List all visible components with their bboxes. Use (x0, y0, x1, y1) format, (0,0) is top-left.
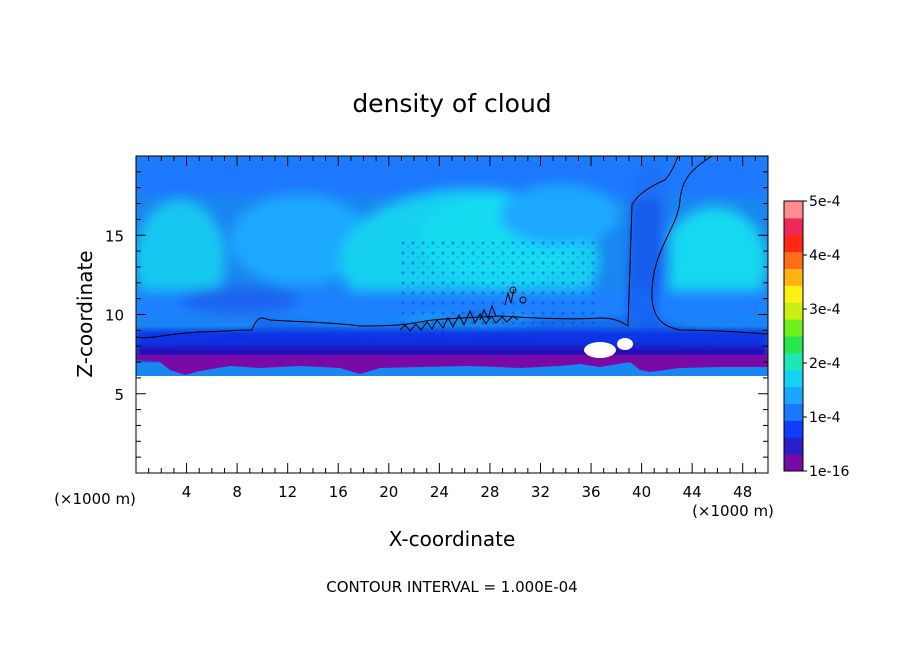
x-unit-label-right: (×1000 m) (692, 502, 774, 520)
field-base-layer (136, 355, 768, 375)
x-unit-label-left: (×1000 m) (54, 490, 136, 508)
colorbar-swatch (784, 420, 803, 438)
colorbar-labels: 1e-16 1e-4 2e-4 3e-4 4e-4 5e-4 (803, 194, 849, 480)
colorbar-swatch (784, 386, 803, 404)
x-tick-label: 20 (379, 483, 398, 501)
colorbar-label: 5e-4 (809, 194, 841, 210)
contour-squiggles (399, 286, 527, 332)
x-axis-title: X-coordinate (389, 527, 516, 551)
colorbar-swatch (784, 268, 803, 286)
colorbar-swatch (784, 201, 803, 219)
x-tick-label: 12 (278, 483, 297, 501)
y-tick-label: 10 (105, 307, 124, 325)
x-tick-label: 4 (182, 483, 192, 501)
colorbar-swatch (784, 336, 803, 354)
x-tick-label: 40 (632, 483, 651, 501)
x-tick-label: 32 (531, 483, 550, 501)
x-axis: 4 8 12 16 20 24 28 32 36 40 44 48 (148, 156, 756, 501)
colorbar-swatch (784, 285, 803, 303)
x-tick-label: 16 (329, 483, 348, 501)
contour-line (136, 156, 679, 339)
x-tick-label: 36 (581, 483, 600, 501)
colorbar-frame (783, 200, 804, 472)
colorbar-swatch (784, 454, 803, 472)
colorbar-swatch (784, 251, 803, 269)
density-field (136, 156, 768, 473)
y-tick-label: 15 (105, 227, 124, 245)
colorbar-swatch (784, 217, 803, 236)
colorbar-label: 4e-4 (809, 248, 841, 264)
colorbar-swatch (784, 234, 803, 253)
colorbar-label: 3e-4 (809, 302, 841, 318)
y-tick-label: 5 (114, 386, 124, 404)
contour-interval-note: CONTOUR INTERVAL = 1.000E-04 (326, 578, 577, 596)
x-tick-label: 48 (733, 483, 752, 501)
x-tick-label: 44 (683, 483, 702, 501)
colorbar (784, 201, 803, 472)
colorbar-swatch (784, 319, 803, 337)
colorbar-label: 1e-16 (809, 464, 849, 480)
x-tick-label: 28 (480, 483, 499, 501)
colorbar-swatch (784, 369, 803, 388)
x-tick-label: 8 (232, 483, 242, 501)
colorbar-swatch (784, 403, 803, 421)
colorbar-label: 2e-4 (809, 356, 841, 372)
field-clear-air (136, 377, 768, 473)
colorbar-swatch (784, 437, 803, 455)
colorbar-swatch (784, 302, 803, 320)
colorbar-swatch (784, 352, 803, 371)
contour-line-right (651, 156, 768, 335)
colorbar-label: 1e-4 (809, 410, 841, 426)
y-axis: 5 10 15 (105, 171, 768, 458)
x-tick-label: 24 (430, 483, 449, 501)
chart-title: density of cloud (352, 89, 551, 118)
y-axis-title: Z-coordinate (73, 250, 97, 377)
